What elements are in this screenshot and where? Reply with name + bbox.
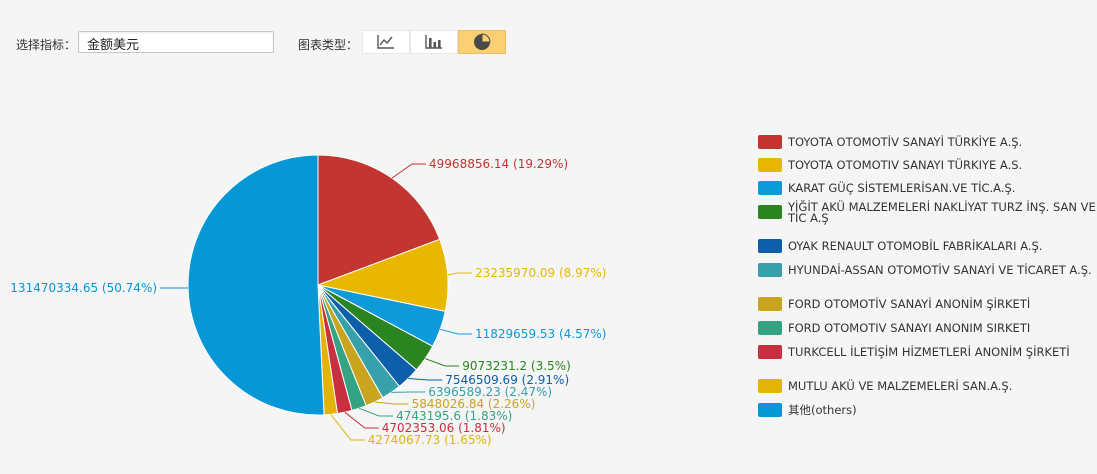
- label-line: [391, 163, 426, 179]
- legend-swatch[interactable]: [758, 297, 782, 311]
- legend-label[interactable]: OYAK RENAULT OTOMOBİL FABRİKALARI A.Ş.: [788, 238, 1042, 253]
- pie-chart-button[interactable]: [458, 30, 506, 54]
- legend-label[interactable]: 其他(others): [788, 403, 857, 417]
- legend-label[interactable]: FORD OTOMOTİV SANAYİ ANONİM ŞİRKETİ: [788, 296, 1030, 311]
- data-label: 7546509.69 (2.91%): [445, 373, 569, 387]
- legend-swatch[interactable]: [758, 379, 782, 393]
- line-chart-button[interactable]: [362, 30, 410, 54]
- pie-slice[interactable]: [317, 154, 441, 286]
- data-label: 4274067.73 (1.65%): [368, 433, 492, 447]
- metric-select[interactable]: 金额美元: [78, 31, 274, 53]
- label-line: [330, 414, 365, 441]
- legend-label[interactable]: TOYOTA OTOMOTİV SANAYİ TÜRKİYE A.Ş.: [787, 133, 1022, 149]
- data-label: 9073231.2 (3.5%): [462, 359, 571, 373]
- legend-swatch[interactable]: [758, 181, 782, 195]
- label-line: [440, 328, 472, 335]
- legend-swatch[interactable]: [758, 403, 782, 417]
- legend-label[interactable]: KARAT GÜÇ SİSTEMLERİSAN.VE TİC.A.Ş.: [788, 179, 1015, 195]
- legend-swatch[interactable]: [758, 321, 782, 335]
- legend-swatch[interactable]: [758, 135, 782, 149]
- metric-label: 选择指标：: [16, 38, 77, 52]
- label-line: [374, 401, 409, 405]
- line-chart-icon: [377, 35, 394, 49]
- chart-toolbar: 选择指标： 金额美元 图表类型：: [16, 30, 576, 56]
- legend-label[interactable]: MUTLU AKÜ VE MALZEMELERİ SAN.A.Ş.: [788, 377, 1012, 393]
- legend-label[interactable]: FORD OTOMOTIV SANAYI ANONIM SIRKETI: [788, 321, 1030, 335]
- bar-chart-button[interactable]: [410, 30, 458, 54]
- pie-slice[interactable]: [187, 154, 325, 416]
- label-line: [344, 411, 379, 429]
- legend-swatch[interactable]: [758, 205, 782, 219]
- data-label: 49968856.14 (19.29%): [429, 157, 568, 171]
- legend-label[interactable]: TURKCELL İLETİŞİM HİZMETLERİ ANONİM ŞİRK…: [787, 344, 1070, 359]
- data-label: 4743195.6 (1.83%): [396, 409, 512, 423]
- legend-swatch[interactable]: [758, 345, 782, 359]
- chart-type-label: 图表类型：: [298, 38, 359, 52]
- legend-swatch[interactable]: [758, 263, 782, 277]
- label-line: [408, 378, 443, 381]
- legend-label[interactable]: YİĞİT AKÜ MALZEMELERİ NAKLİYAT TURZ İNŞ.…: [787, 198, 1096, 225]
- legend-swatch[interactable]: [758, 158, 782, 172]
- pie-chart-icon: [474, 33, 491, 50]
- bar-chart-icon: [425, 35, 442, 49]
- data-label: 5848026.84 (2.26%): [412, 397, 536, 411]
- label-line: [447, 272, 472, 276]
- data-label: 23235970.09 (8.97%): [475, 266, 606, 280]
- legend-label[interactable]: HYUNDAİ-ASSAN OTOMOTİV SANAYİ VE TİCARET…: [788, 262, 1092, 277]
- legend-swatch[interactable]: [758, 239, 782, 253]
- legend-label[interactable]: TOYOTA OTOMOTIV SANAYI TÜRKIYE A.S.: [787, 156, 1022, 172]
- data-label: 11829659.53 (4.57%): [475, 327, 606, 341]
- label-line: [425, 358, 460, 367]
- data-label: 6396589.23 (2.47%): [428, 385, 552, 399]
- data-label: 131470334.65 (50.74%): [10, 281, 157, 295]
- data-label: 4702353.06 (1.81%): [382, 421, 506, 435]
- label-line: [358, 407, 394, 417]
